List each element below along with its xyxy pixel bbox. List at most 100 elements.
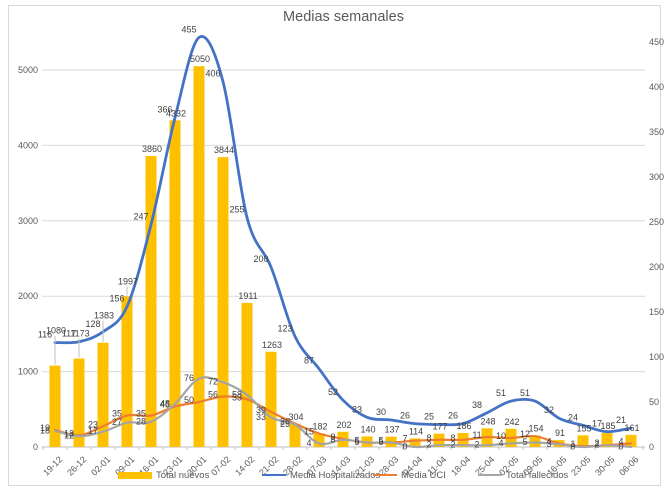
chart-title: Medias semanales	[283, 9, 404, 25]
data-label: 8	[330, 434, 335, 444]
bar-total-nuevos[interactable]	[313, 433, 325, 447]
data-label: 5	[378, 436, 383, 446]
data-label: 248	[480, 416, 495, 426]
data-label: 123	[277, 323, 292, 333]
line-media-hospitalizados[interactable]	[53, 35, 633, 434]
data-label: 4	[546, 436, 551, 446]
bar-total-nuevos[interactable]	[577, 435, 589, 447]
y-axis-label-left: 2000	[18, 291, 38, 301]
bar-total-nuevos[interactable]	[409, 438, 421, 447]
data-label: 30	[376, 407, 386, 417]
data-label: 4	[306, 438, 311, 448]
data-label: 38	[472, 400, 482, 410]
data-label: 154	[528, 423, 543, 433]
data-label: 87	[304, 356, 314, 366]
y-axis-label-right: 150	[649, 307, 664, 317]
bar-total-nuevos[interactable]	[289, 424, 301, 447]
legend-label: Media UCI	[401, 469, 446, 481]
data-label: 177	[432, 422, 447, 432]
legend: Total nuevos Media Hospitalizados Media …	[0, 468, 670, 482]
legend-item-media-hospitalizados[interactable]: Media Hospitalizados	[262, 468, 380, 482]
legend-label: Media Hospitalizados	[290, 469, 381, 481]
data-label: 114	[409, 426, 423, 436]
data-label: 27	[112, 417, 122, 427]
data-label: 182	[312, 421, 327, 431]
data-label: 12	[520, 429, 530, 439]
data-label: 155	[576, 423, 591, 433]
data-label: 15	[304, 427, 314, 437]
y-axis-label-right: 50	[649, 397, 659, 407]
data-label: 2	[426, 440, 431, 450]
y-axis-label-right: 250	[649, 217, 664, 227]
data-label: 202	[336, 420, 351, 430]
data-label: 56	[208, 390, 218, 400]
data-label: 32	[544, 405, 554, 415]
bar-total-nuevos[interactable]	[121, 296, 133, 447]
y-axis-label-right: 400	[649, 82, 664, 92]
data-label: 76	[184, 373, 194, 383]
bar-total-nuevos[interactable]	[217, 157, 229, 447]
data-label: 140	[360, 424, 375, 434]
data-label: 247	[133, 212, 148, 222]
bar-total-nuevos[interactable]	[73, 358, 85, 447]
data-label: 186	[456, 421, 471, 431]
legend-item-total-nuevos[interactable]: Total nuevos	[118, 468, 209, 482]
data-label: 161	[624, 423, 639, 433]
data-label: 9	[330, 432, 335, 442]
data-label: 366	[157, 105, 172, 115]
data-label: 17	[88, 426, 98, 436]
data-label: 1173	[70, 329, 89, 339]
bar-total-nuevos[interactable]	[601, 433, 613, 447]
data-label: 25	[424, 412, 434, 422]
bar-total-nuevos[interactable]	[529, 435, 541, 447]
bar-total-nuevos[interactable]	[169, 120, 181, 448]
line-total-fallecidos[interactable]	[53, 376, 633, 449]
data-label: 23	[88, 419, 98, 429]
y-axis-label-right: 350	[649, 127, 664, 137]
data-label: 3	[546, 439, 551, 449]
data-label: 0	[402, 442, 407, 452]
legend-label: Total nuevos	[156, 469, 210, 481]
y-axis-label-right: 200	[649, 262, 664, 272]
data-label: 91	[555, 428, 565, 438]
data-label: 45	[160, 400, 170, 410]
data-label: 33	[256, 412, 266, 422]
data-label: 12	[64, 431, 74, 441]
data-label: 58	[232, 389, 242, 399]
legend-item-total-fallecidos[interactable]: Total fallecidos	[478, 468, 568, 482]
line-swatch-icon	[373, 473, 397, 477]
bar-swatch-icon	[118, 471, 152, 479]
bar-total-nuevos[interactable]	[145, 155, 157, 447]
data-label: 8	[450, 433, 455, 443]
data-label: 8	[426, 433, 431, 443]
y-axis-label-right: 100	[649, 352, 664, 362]
data-label: 1	[570, 439, 575, 449]
bar-total-nuevos[interactable]	[49, 365, 61, 447]
data-label: 128	[85, 319, 100, 329]
data-label: 1263	[262, 340, 282, 350]
data-label: 116	[38, 330, 52, 340]
data-label: 7	[402, 434, 407, 444]
data-label: 185	[600, 421, 615, 431]
bar-total-nuevos[interactable]	[241, 302, 253, 447]
data-label: 24	[568, 412, 578, 422]
bar-total-nuevos[interactable]	[625, 434, 637, 447]
data-label: 35	[136, 409, 146, 419]
data-label: 5	[354, 437, 359, 447]
legend-item-media-uci[interactable]: Media UCI	[373, 468, 446, 482]
y-axis-label-right: 300	[649, 172, 664, 182]
data-label: 2	[450, 440, 455, 450]
data-label: 51	[496, 388, 506, 398]
line-swatch-icon	[262, 473, 286, 477]
bar-total-nuevos[interactable]	[97, 342, 109, 447]
data-label: 255	[229, 205, 244, 215]
data-label: 5	[522, 437, 527, 447]
data-label: 21	[616, 415, 626, 425]
data-label: 1997	[118, 276, 138, 286]
data-label: 39	[256, 405, 266, 415]
data-label: 4	[498, 438, 503, 448]
bar-total-nuevos[interactable]	[265, 351, 277, 447]
data-label: 5	[354, 436, 359, 446]
bar-total-nuevos[interactable]	[193, 66, 205, 447]
data-label: 200	[253, 254, 268, 264]
